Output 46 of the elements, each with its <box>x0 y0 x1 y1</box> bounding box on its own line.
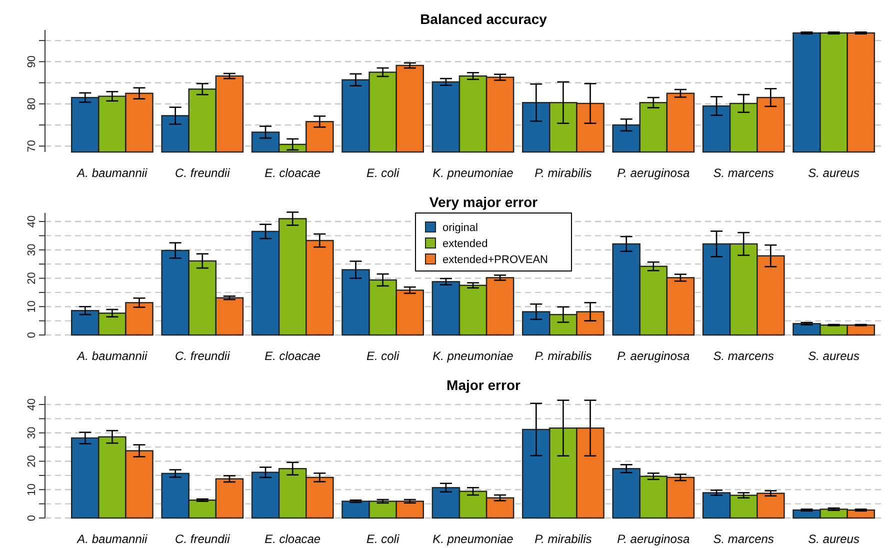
legend-label: original <box>442 222 478 234</box>
x-tick-label: P. mirabilis <box>534 166 592 180</box>
chart-title: Very major error <box>429 194 538 210</box>
y-tick-label: 20 <box>26 455 38 468</box>
x-tick-label: P. aeruginosa <box>617 166 690 180</box>
x-tick-label: P. mirabilis <box>534 349 592 363</box>
y-tick-label: 20 <box>26 272 38 284</box>
x-tick-label: E. coli <box>366 532 400 546</box>
y-tick-label: 30 <box>26 244 38 256</box>
x-tick-label: K. pneumoniae <box>432 349 514 363</box>
x-tick-label: A. baumannii <box>76 166 148 180</box>
chart-title: Major error <box>446 377 521 393</box>
y-tick-label: 10 <box>26 484 38 496</box>
y-tick-label: 10 <box>26 300 38 313</box>
legend-label: extended+PROVEAN <box>442 254 548 266</box>
x-tick-label: K. pneumoniae <box>432 166 514 180</box>
x-tick-label: S. marcens <box>713 349 774 363</box>
y-tick-label: 40 <box>26 398 38 411</box>
x-tick-label: K. pneumoniae <box>432 532 514 546</box>
x-tick-label: S. aureus <box>808 532 860 546</box>
x-tick-label: P. aeruginosa <box>617 349 690 363</box>
y-tick-label: 0 <box>26 514 38 522</box>
x-tick-label: C. freundii <box>175 166 230 180</box>
x-tick-label: E. cloacae <box>264 532 321 546</box>
x-tick-label: S. marcens <box>713 166 774 180</box>
y-tick-label: 40 <box>26 215 38 228</box>
x-tick-label: E. coli <box>366 349 400 363</box>
legend-label: extended <box>442 238 488 250</box>
x-tick-label: S. aureus <box>808 166 860 180</box>
y-tick-label: 70 <box>26 140 38 152</box>
x-tick-label: E. cloacae <box>264 166 321 180</box>
x-tick-label: E. cloacae <box>264 349 321 363</box>
x-tick-label: E. coli <box>366 166 400 180</box>
x-tick-label: P. mirabilis <box>534 532 592 546</box>
x-tick-label: S. marcens <box>713 532 774 546</box>
x-tick-label: P. aeruginosa <box>617 532 690 546</box>
y-tick-label: 90 <box>26 56 38 68</box>
x-tick-label: A. baumannii <box>76 349 148 363</box>
y-tick-label: 0 <box>26 332 38 338</box>
y-tick-label: 30 <box>26 426 38 440</box>
x-tick-label: C. freundii <box>175 532 230 546</box>
x-tick-label: S. aureus <box>808 349 860 363</box>
y-tick-label: 80 <box>26 98 38 110</box>
chart-title: Balanced accuracy <box>420 11 548 27</box>
x-tick-label: C. freundii <box>175 349 230 363</box>
x-tick-label: A. baumannii <box>76 532 148 546</box>
